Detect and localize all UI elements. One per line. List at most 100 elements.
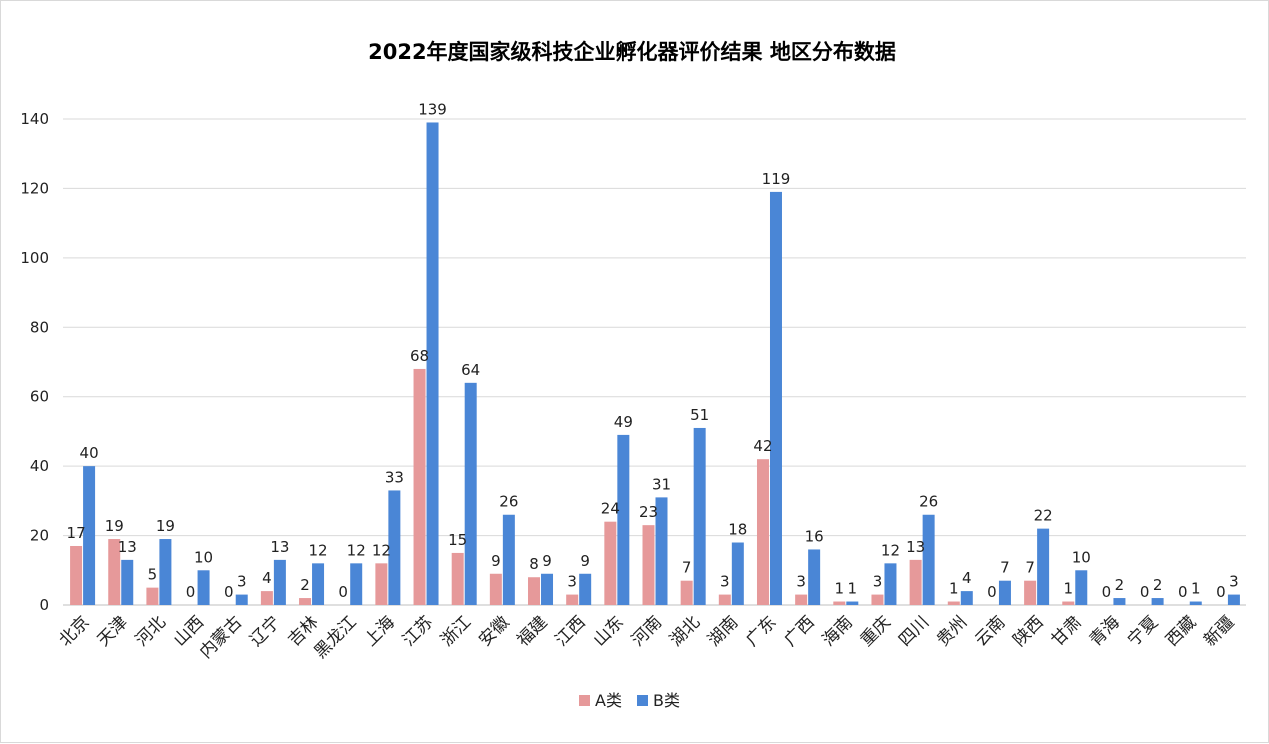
bar-b: [541, 573, 554, 605]
data-label: 19: [105, 517, 124, 535]
y-tick-label: 40: [30, 457, 49, 475]
legend-swatch: [637, 695, 648, 706]
bar-b: [350, 563, 363, 605]
data-label: 12: [309, 541, 328, 559]
bar-b: [502, 514, 515, 605]
data-label: 9: [491, 552, 501, 570]
y-tick-label: 20: [30, 527, 49, 545]
data-label: 139: [418, 100, 447, 118]
data-label: 9: [542, 552, 552, 570]
data-label: 3: [796, 573, 806, 591]
bar-b: [273, 559, 286, 605]
bar-a: [1062, 601, 1075, 605]
data-label: 0: [338, 583, 348, 601]
bar-b: [464, 382, 477, 605]
data-label: 1: [835, 580, 845, 598]
bar-b: [426, 122, 439, 605]
bar-b: [159, 539, 172, 605]
data-label: 0: [1102, 583, 1112, 601]
bar-a: [70, 545, 83, 605]
data-label: 23: [639, 503, 658, 521]
x-tick-label: 浙江: [437, 612, 475, 650]
x-tick-label: 重庆: [857, 612, 895, 650]
x-tick-label: 黑龙江: [311, 612, 361, 662]
data-label: 7: [1000, 559, 1010, 577]
y-tick-label: 100: [20, 249, 49, 267]
bar-b: [846, 601, 859, 605]
data-label: 19: [156, 517, 175, 535]
data-label: 22: [1034, 507, 1053, 525]
y-tick-label: 60: [30, 388, 49, 406]
data-label: 10: [194, 548, 213, 566]
bar-a: [528, 577, 541, 605]
data-label: 26: [499, 493, 518, 511]
x-tick-label: 河南: [628, 612, 666, 650]
bar-a: [299, 598, 312, 605]
data-label: 13: [906, 538, 925, 556]
bar-b: [655, 497, 668, 605]
x-tick-label: 四川: [895, 612, 933, 650]
bar-b: [1151, 598, 1164, 605]
bar-b: [83, 466, 96, 605]
data-label: 7: [1025, 559, 1035, 577]
x-tick-label: 海南: [819, 612, 857, 650]
bar-a: [756, 459, 769, 605]
data-label: 0: [224, 583, 234, 601]
bar-b: [197, 570, 210, 605]
bar-b: [998, 580, 1011, 605]
bars: [70, 122, 1240, 605]
x-tick-label: 江西: [552, 612, 590, 650]
data-label: 8: [529, 555, 539, 573]
data-label: 68: [410, 347, 429, 365]
data-label: 2: [300, 576, 310, 594]
data-label: 31: [652, 475, 671, 493]
bar-a: [680, 580, 693, 605]
x-tick-label: 天津: [94, 612, 132, 650]
legend: A类 B类: [579, 691, 680, 710]
data-label: 4: [962, 569, 972, 587]
x-tick-label: 湖南: [704, 612, 742, 650]
gridlines: [63, 118, 1246, 606]
x-tick-label: 山东: [590, 612, 628, 650]
data-label: 13: [118, 538, 137, 556]
bar-b: [769, 191, 782, 605]
legend-label: B类: [653, 691, 680, 710]
x-tick-label: 福建: [513, 612, 551, 650]
bar-b: [235, 594, 248, 605]
data-label: 15: [448, 531, 467, 549]
data-label: 13: [270, 538, 289, 556]
bar-b: [1037, 528, 1050, 605]
data-label: 40: [80, 444, 99, 462]
x-tick-label: 河北: [132, 612, 170, 650]
y-tick-label: 120: [20, 179, 49, 197]
x-tick-label: 辽宁: [246, 612, 284, 650]
data-label: 16: [805, 527, 824, 545]
bar-a: [871, 594, 884, 605]
chart-title: 2022年度国家级科技企业孵化器评价结果 地区分布数据: [368, 40, 896, 64]
data-label: 1: [848, 580, 858, 598]
x-tick-label: 西藏: [1162, 612, 1200, 650]
x-tick-label: 内蒙古: [196, 612, 246, 662]
data-label: 119: [762, 170, 791, 188]
bar-a: [947, 601, 960, 605]
bar-a: [260, 591, 273, 605]
bar-a: [146, 587, 159, 605]
data-label: 17: [67, 524, 86, 542]
x-tick-label: 甘肃: [1048, 612, 1086, 650]
bar-a: [489, 573, 502, 605]
bar-b: [312, 563, 325, 605]
data-label: 26: [919, 493, 938, 511]
bar-b: [960, 591, 973, 605]
x-tick-label: 云南: [971, 612, 1009, 650]
bar-b: [617, 434, 630, 605]
bar-a: [1024, 580, 1037, 605]
bar-a: [833, 601, 846, 605]
legend-label: A类: [595, 691, 622, 710]
bar-b: [121, 559, 134, 605]
bar-a: [375, 563, 388, 605]
bar-b: [1075, 570, 1088, 605]
data-label: 0: [1178, 583, 1188, 601]
bar-a: [566, 594, 579, 605]
data-label: 10: [1072, 548, 1091, 566]
